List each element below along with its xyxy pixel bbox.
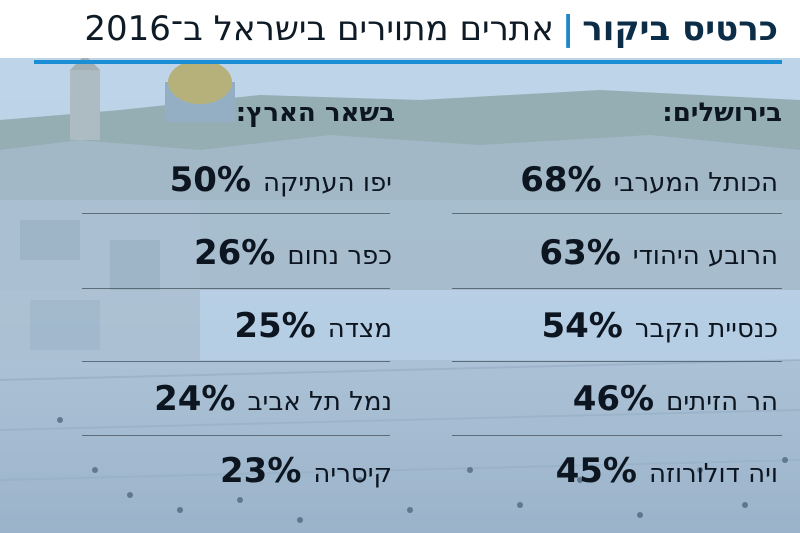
title-separator: | bbox=[561, 9, 575, 49]
row-divider bbox=[452, 288, 782, 289]
site-percent: 46% bbox=[572, 379, 655, 419]
rest-of-country-row: מצדה 25% bbox=[234, 299, 392, 353]
site-name: יפו העתיקה bbox=[263, 168, 392, 198]
accent-underline bbox=[34, 60, 782, 64]
header-bar: כרטיס ביקור|אתרים מתוירים בישראל ב־2016 bbox=[0, 0, 800, 58]
site-name: מצדה bbox=[327, 314, 392, 344]
jerusalem-row: הכותל המערבי 68% bbox=[520, 153, 778, 207]
row-divider bbox=[82, 288, 390, 289]
row-divider bbox=[82, 361, 390, 362]
rest-of-country-row: נמל תל אביב 24% bbox=[154, 372, 392, 426]
rest-of-country-row: קיסריה 23% bbox=[220, 444, 392, 498]
site-percent: 68% bbox=[520, 160, 602, 200]
site-name: הר הזיתים bbox=[666, 387, 778, 417]
rest-of-country-column-title: בשאר הארץ: bbox=[235, 98, 395, 128]
rest-of-country-row: יפו העתיקה 50% bbox=[170, 153, 392, 207]
site-percent: 23% bbox=[220, 451, 302, 491]
jerusalem-row: כנסיית הקבר 54% bbox=[541, 299, 778, 353]
site-name: כנסיית הקבר bbox=[634, 314, 778, 344]
site-percent: 50% bbox=[169, 160, 251, 200]
site-name: נמל תל אביב bbox=[247, 387, 393, 417]
site-percent: 26% bbox=[193, 233, 276, 273]
jerusalem-column-title: בירושלים: bbox=[662, 98, 782, 128]
jerusalem-row: הר הזיתים 46% bbox=[573, 372, 778, 426]
site-name: הרובע היהודי bbox=[632, 241, 778, 271]
page-title: כרטיס ביקור|אתרים מתוירים בישראל ב־2016 bbox=[84, 6, 778, 52]
site-percent: 63% bbox=[539, 233, 621, 273]
site-percent: 54% bbox=[541, 306, 623, 346]
site-percent: 25% bbox=[234, 306, 316, 346]
site-name: כפר נחום bbox=[287, 241, 392, 271]
site-name: ויה דולורוזה bbox=[648, 459, 778, 489]
row-divider bbox=[452, 361, 782, 362]
title-subtitle: אתרים מתוירים בישראל ב־2016 bbox=[84, 9, 554, 49]
blue-tint-overlay bbox=[0, 58, 800, 533]
rest-of-country-row: כפר נחום 26% bbox=[194, 226, 392, 280]
jerusalem-row: הרובע היהודי 63% bbox=[539, 226, 778, 280]
row-divider bbox=[82, 435, 390, 436]
row-divider bbox=[452, 435, 782, 436]
site-name: קיסריה bbox=[313, 459, 392, 489]
row-divider bbox=[82, 213, 390, 214]
site-name: הכותל המערבי bbox=[613, 168, 778, 198]
row-divider bbox=[452, 213, 782, 214]
title-brand: כרטיס ביקור bbox=[582, 9, 778, 49]
jerusalem-row: ויה דולורוזה 45% bbox=[556, 444, 778, 498]
site-percent: 24% bbox=[154, 379, 236, 419]
site-percent: 45% bbox=[555, 451, 637, 491]
